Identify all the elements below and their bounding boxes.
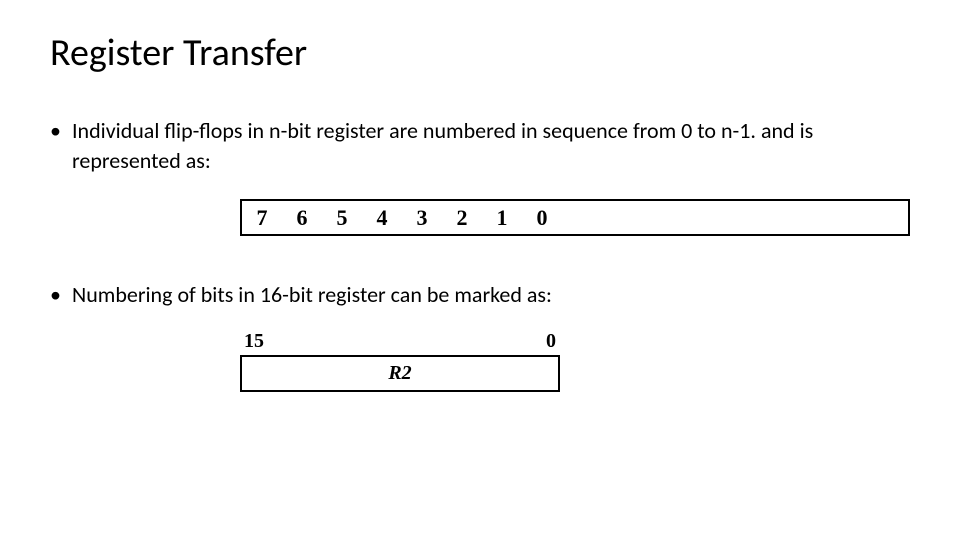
register-16bit-diagram: 15 0 R2 xyxy=(240,330,560,392)
page-title: Register Transfer xyxy=(50,30,910,76)
bit-cell: 5 xyxy=(322,201,362,234)
bit-cell: 1 xyxy=(482,201,522,234)
bullet-1: Individual flip-flops in n-bit register … xyxy=(50,116,910,175)
register-16bit-labels: 15 0 xyxy=(240,330,560,355)
bit-cell: 4 xyxy=(362,201,402,234)
bit-cell: 3 xyxy=(402,201,442,234)
bullet-2: Numbering of bits in 16-bit register can… xyxy=(50,280,910,310)
bit-cell: 7 xyxy=(242,201,282,234)
register-name: R2 xyxy=(388,362,411,385)
lsb-label: 0 xyxy=(546,330,556,353)
bit-cell: 2 xyxy=(442,201,482,234)
bit-cell: 6 xyxy=(282,201,322,234)
bit-cell: 0 xyxy=(522,201,562,234)
slide: Register Transfer Individual flip-flops … xyxy=(0,0,960,392)
register-8bit-box: 7 6 5 4 3 2 1 0 xyxy=(240,199,910,236)
register-16bit-box: R2 xyxy=(240,355,560,392)
msb-label: 15 xyxy=(244,330,264,353)
register-8bit-diagram: 7 6 5 4 3 2 1 0 xyxy=(240,199,910,236)
